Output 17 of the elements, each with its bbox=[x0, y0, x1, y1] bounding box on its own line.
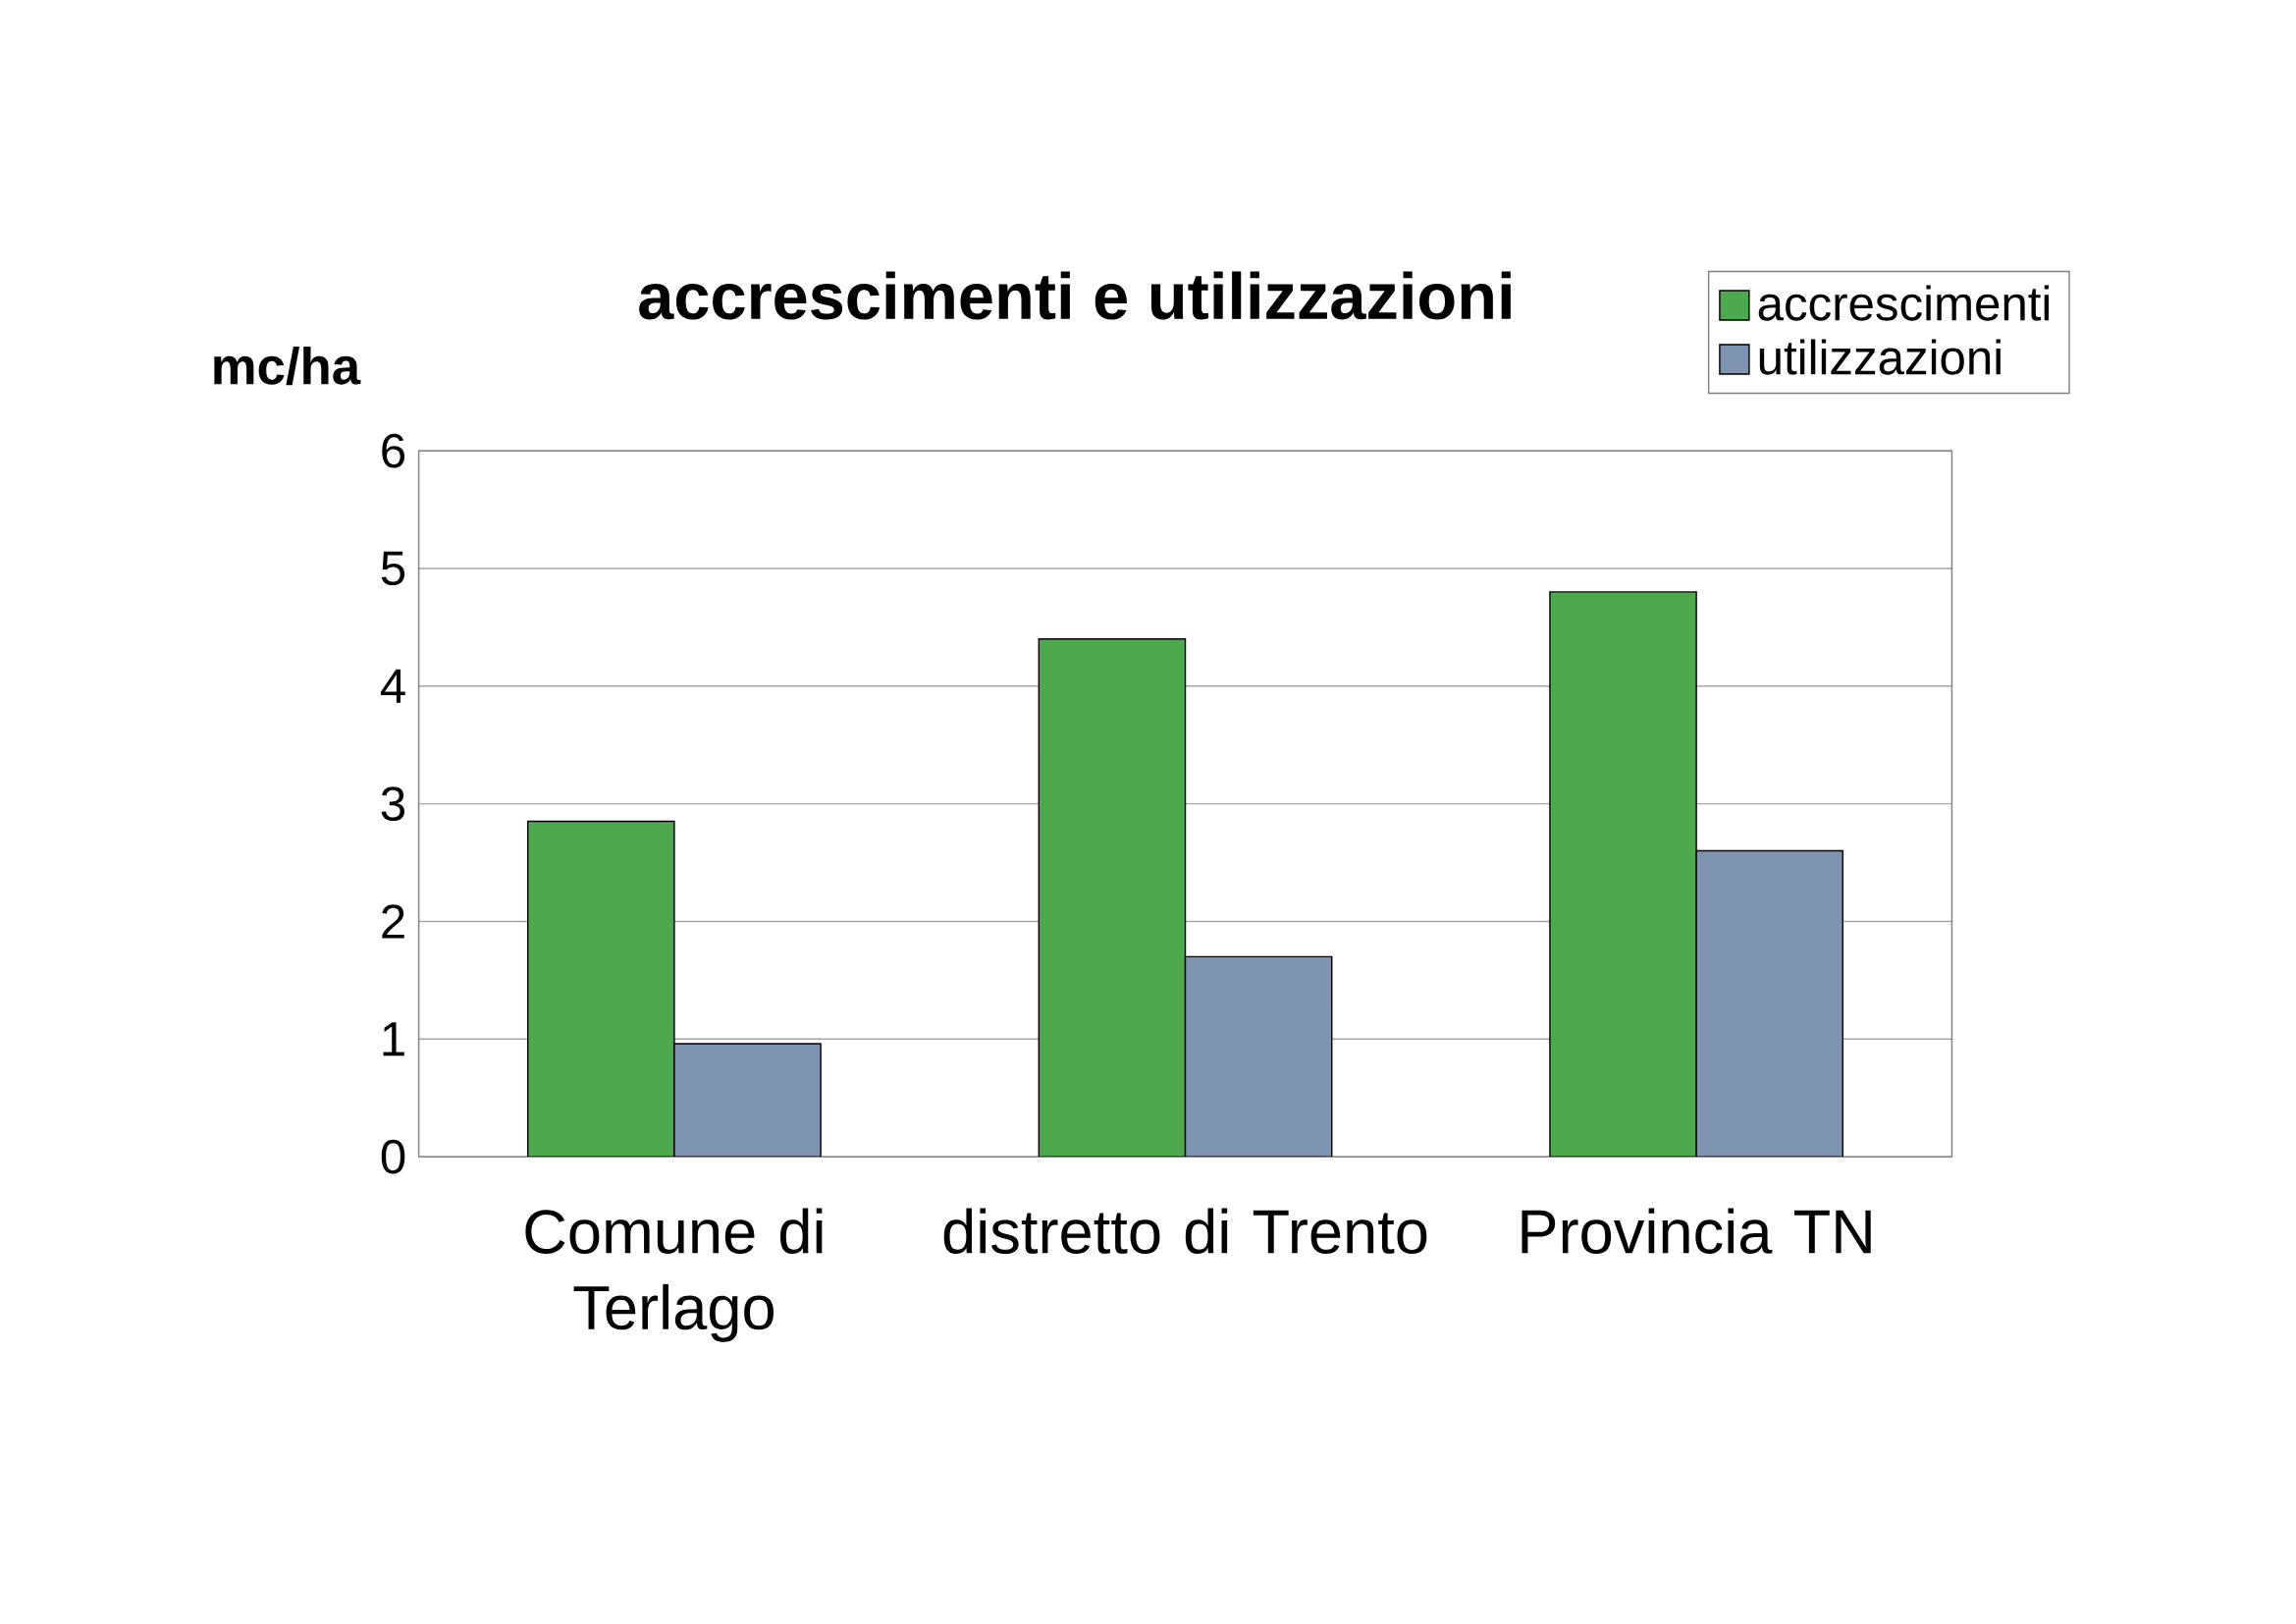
bar bbox=[1549, 591, 1697, 1158]
x-tick-label: distretto di Trento bbox=[943, 1208, 1427, 1254]
y-tick-label: 4 bbox=[380, 669, 405, 703]
bar bbox=[1038, 638, 1187, 1158]
y-tick-label: 5 bbox=[381, 551, 405, 586]
y-tick-label: 2 bbox=[382, 904, 404, 939]
y-tick-label: 0 bbox=[381, 1139, 405, 1174]
x-tick-label: Comune di Terlago bbox=[525, 1208, 823, 1342]
chart-title: accrescimenti e utilizzazioni bbox=[639, 271, 1511, 320]
legend-label: utilizzazioni bbox=[1759, 339, 2001, 375]
y-tick-label: 1 bbox=[383, 1022, 404, 1056]
y-tick-label: 3 bbox=[381, 786, 405, 822]
y-axis-title: mc/ha bbox=[214, 346, 361, 386]
x-tick-label: Provincia TN bbox=[1522, 1208, 1871, 1254]
y-tick-label: 6 bbox=[382, 433, 405, 468]
legend-label: accrescimenti bbox=[1758, 285, 2050, 321]
bar bbox=[527, 820, 675, 1158]
